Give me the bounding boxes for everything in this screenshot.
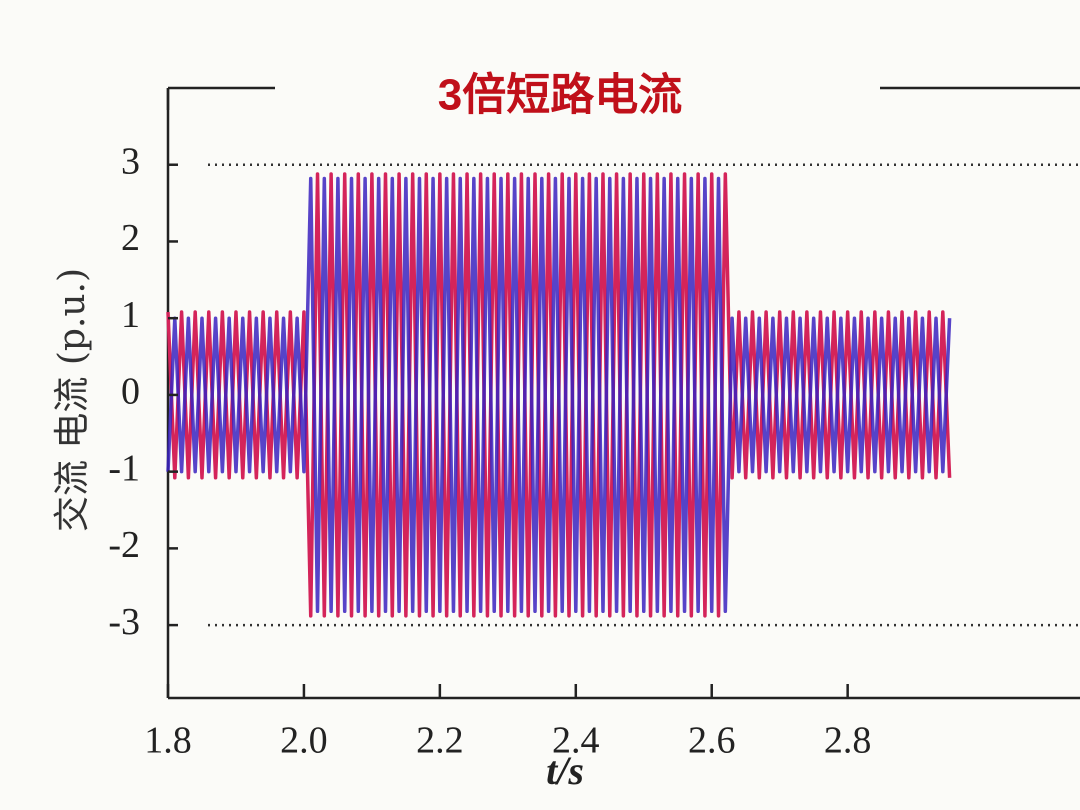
- x-tick-label: 2.8: [824, 720, 872, 762]
- x-tick-label: 2.6: [688, 720, 736, 762]
- y-tick-label: -2: [108, 524, 140, 566]
- x-tick-label: 2.0: [280, 720, 328, 762]
- y-tick-label: 0: [121, 371, 140, 413]
- x-axis-label: t/s: [546, 748, 584, 793]
- x-tick-label: 1.8: [144, 720, 192, 762]
- axes-frame: [166, 86, 1080, 700]
- y-tick-label: -1: [108, 447, 140, 489]
- y-tick-label: 2: [121, 217, 140, 259]
- series-line: [166, 176, 952, 614]
- plot-area: [166, 172, 952, 618]
- y-tick-label: -3: [108, 601, 140, 643]
- y-axis-label: 交流 电流 (p.u.): [52, 268, 93, 532]
- x-tick-label: 2.4: [552, 720, 600, 762]
- x-tick-label: 2.2: [416, 720, 464, 762]
- y-tick-label: 3: [121, 140, 140, 182]
- chart-title: 3倍短路电流: [438, 71, 682, 120]
- y-tick-label: 1: [121, 294, 140, 336]
